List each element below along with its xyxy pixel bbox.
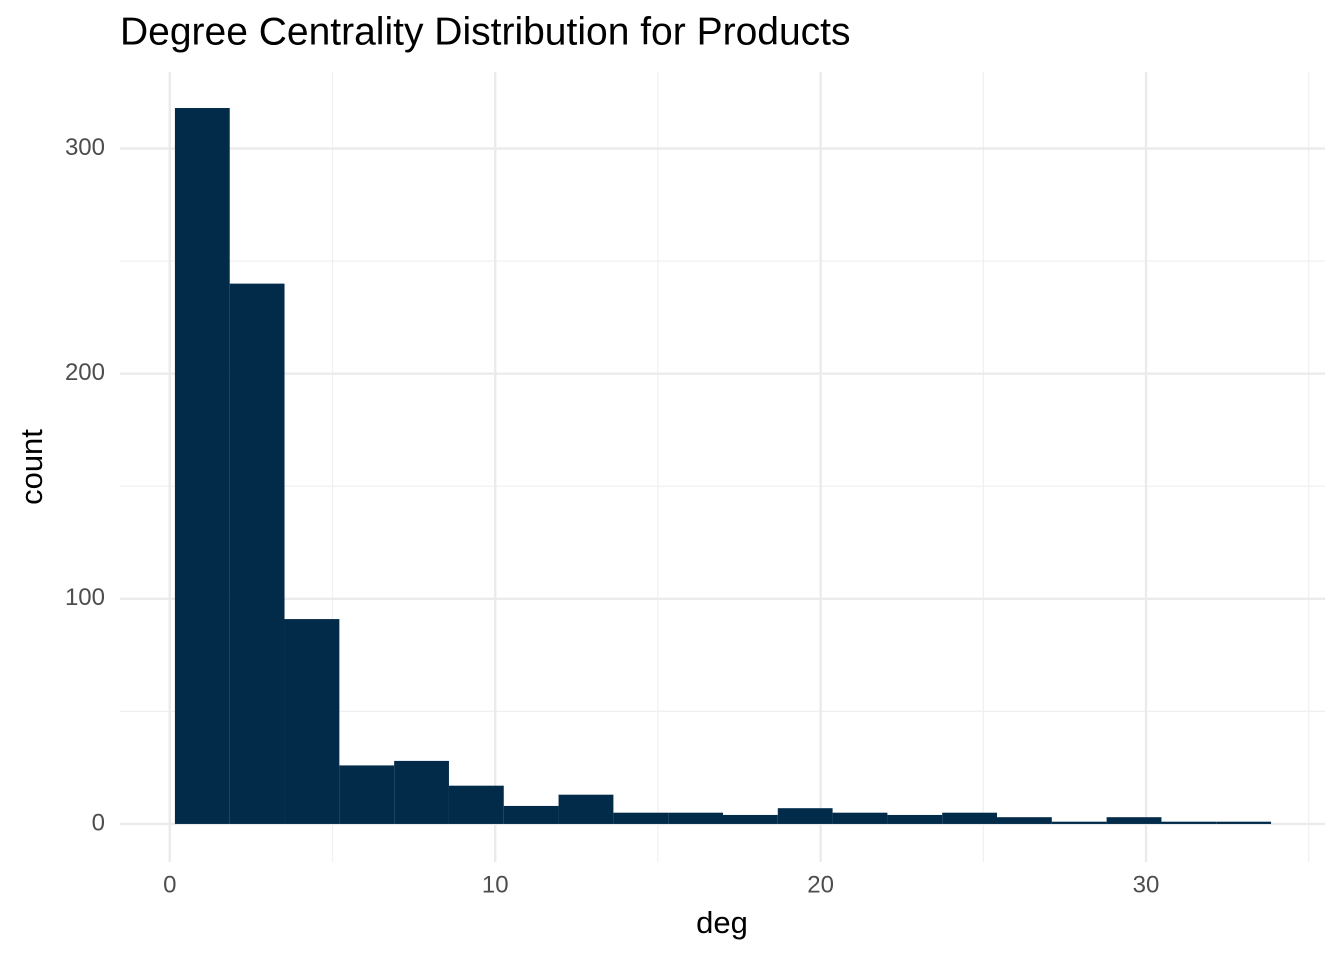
- y-tick-label: 300: [65, 134, 105, 161]
- x-tick-label: 10: [482, 871, 509, 898]
- y-tick-label: 200: [65, 359, 105, 386]
- bar: [668, 812, 723, 824]
- y-tick-label: 0: [92, 809, 105, 836]
- y-tick-label: 100: [65, 584, 105, 611]
- bar: [1106, 817, 1162, 824]
- bar: [997, 817, 1052, 824]
- x-tick-label: 20: [807, 871, 834, 898]
- bar: [174, 108, 230, 824]
- bar: [1051, 821, 1107, 824]
- bar: [284, 619, 340, 824]
- bar: [394, 760, 449, 824]
- bar: [942, 812, 998, 824]
- bar: [229, 283, 285, 824]
- x-tick-label: 30: [1133, 871, 1160, 898]
- bar: [613, 812, 669, 824]
- x-axis-title: deg: [696, 905, 748, 940]
- bar: [832, 812, 888, 824]
- bar: [722, 814, 778, 824]
- bar: [777, 808, 833, 824]
- bar: [1216, 821, 1272, 824]
- bar: [339, 765, 395, 824]
- bar: [558, 794, 614, 824]
- bar: [1161, 821, 1217, 824]
- bar: [503, 805, 559, 824]
- x-tick-label: 0: [163, 871, 176, 898]
- chart-title: Degree Centrality Distribution for Produ…: [120, 10, 850, 53]
- bar: [887, 814, 943, 824]
- y-axis-title: count: [14, 429, 49, 505]
- bar: [448, 785, 504, 824]
